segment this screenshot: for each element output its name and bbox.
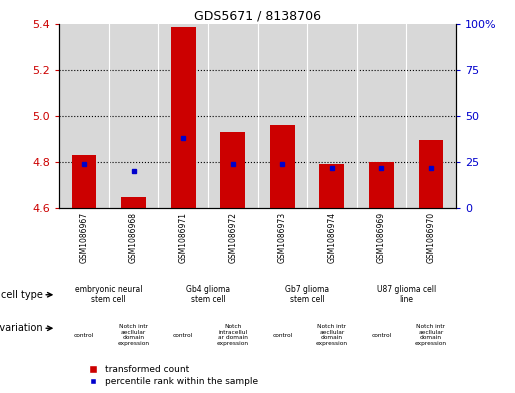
Bar: [220, 132, 245, 208]
Text: genotype/variation: genotype/variation: [0, 323, 43, 333]
Text: Gb4 glioma
stem cell: Gb4 glioma stem cell: [186, 285, 230, 305]
Bar: [369, 162, 394, 208]
Text: GSM1086971: GSM1086971: [179, 212, 187, 263]
Text: GSM1086968: GSM1086968: [129, 212, 138, 263]
Text: GSM1086970: GSM1086970: [426, 212, 436, 263]
Bar: [270, 125, 295, 208]
Text: Gb7 glioma
stem cell: Gb7 glioma stem cell: [285, 285, 329, 305]
Title: GDS5671 / 8138706: GDS5671 / 8138706: [194, 9, 321, 22]
Text: cell type: cell type: [1, 290, 43, 300]
Text: Notch intr
aecllular
domain
expression: Notch intr aecllular domain expression: [117, 324, 149, 346]
Bar: [121, 197, 146, 208]
Bar: [319, 164, 344, 208]
Bar: [419, 140, 443, 208]
Text: GSM1086973: GSM1086973: [278, 212, 287, 263]
Text: GSM1086969: GSM1086969: [377, 212, 386, 263]
Text: control: control: [272, 332, 293, 338]
Text: control: control: [74, 332, 94, 338]
Text: GSM1086972: GSM1086972: [228, 212, 237, 263]
Bar: [72, 155, 96, 208]
Text: Notch intr
aecllular
domain
expression: Notch intr aecllular domain expression: [415, 324, 447, 346]
Text: embryonic neural
stem cell: embryonic neural stem cell: [75, 285, 143, 305]
Text: control: control: [173, 332, 193, 338]
Bar: [171, 27, 196, 208]
Text: GSM1086974: GSM1086974: [328, 212, 336, 263]
Text: Notch intr
aecllular
domain
expression: Notch intr aecllular domain expression: [316, 324, 348, 346]
Text: Notch
intracellul
ar domain
expression: Notch intracellul ar domain expression: [217, 324, 249, 346]
Text: U87 glioma cell
line: U87 glioma cell line: [376, 285, 436, 305]
Legend: transformed count, percentile rank within the sample: transformed count, percentile rank withi…: [83, 365, 259, 386]
Text: control: control: [371, 332, 391, 338]
Text: GSM1086967: GSM1086967: [79, 212, 89, 263]
